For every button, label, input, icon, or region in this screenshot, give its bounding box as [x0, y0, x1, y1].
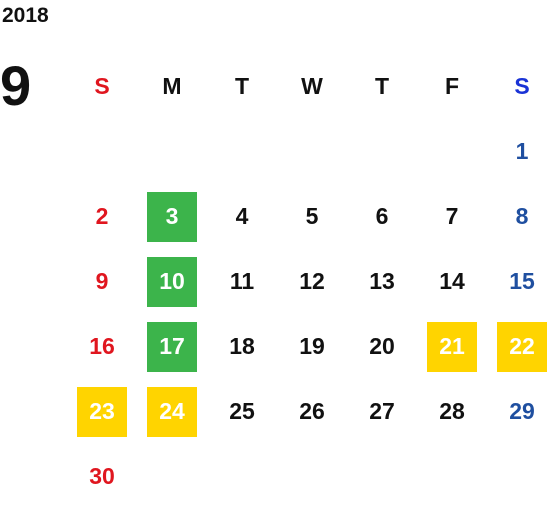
- day-number: 16: [89, 333, 115, 359]
- day-cell[interactable]: 20: [347, 314, 417, 379]
- day-number: 2: [95, 203, 109, 229]
- day-number: 14: [439, 268, 465, 294]
- day-cell[interactable]: 5: [277, 184, 347, 249]
- empty-day-cell: [347, 119, 417, 184]
- day-cell[interactable]: 8: [487, 184, 548, 249]
- day-number: 7: [445, 203, 459, 229]
- day-number: 4: [235, 203, 249, 229]
- day-number-highlighted-yellow: 23: [77, 386, 127, 437]
- empty-day-cell: [207, 119, 277, 184]
- day-cell[interactable]: 18: [207, 314, 277, 379]
- day-cell[interactable]: 16: [67, 314, 137, 379]
- day-cell[interactable]: 3: [137, 184, 207, 249]
- day-cell[interactable]: 9: [67, 249, 137, 314]
- day-cell[interactable]: 22: [487, 314, 548, 379]
- weekday-tuesday: T: [234, 73, 250, 99]
- day-number: 18: [229, 333, 255, 359]
- day-number: 8: [515, 203, 529, 229]
- day-cell[interactable]: 14: [417, 249, 487, 314]
- day-cell[interactable]: 12: [277, 249, 347, 314]
- day-number: 15: [509, 268, 535, 294]
- week-row: 9 10 11 12 13 14 15: [67, 249, 548, 314]
- day-number: 25: [229, 398, 255, 424]
- day-number-highlighted-yellow: 21: [427, 321, 477, 372]
- empty-day-cell: [137, 444, 207, 509]
- day-number: 13: [369, 268, 395, 294]
- day-cell[interactable]: 23: [67, 379, 137, 444]
- day-number-highlighted-green: 10: [147, 256, 197, 307]
- day-number: 20: [369, 333, 395, 359]
- day-cell[interactable]: 19: [277, 314, 347, 379]
- week-row: 2 3 4 5 6 7 8: [67, 184, 548, 249]
- day-cell[interactable]: 2: [67, 184, 137, 249]
- weeks-container: 1 2 3 4 5 6 7 8 9 10 11 12 13 14 15 16 17 18 19 20 21 22 23 24 2…: [67, 119, 548, 509]
- weekday-wednesday: W: [301, 73, 323, 99]
- weekday-saturday: S: [514, 73, 530, 99]
- day-number: 5: [305, 203, 319, 229]
- week-row: 23 24 25 26 27 28 29: [67, 379, 548, 444]
- week-row: 1: [67, 119, 548, 184]
- empty-day-cell: [417, 119, 487, 184]
- day-number: 11: [229, 268, 255, 294]
- weekday-friday: F: [444, 73, 460, 99]
- day-cell[interactable]: 7: [417, 184, 487, 249]
- day-cell[interactable]: 28: [417, 379, 487, 444]
- empty-day-cell: [417, 444, 487, 509]
- day-cell[interactable]: 15: [487, 249, 548, 314]
- day-cell[interactable]: 13: [347, 249, 417, 314]
- day-cell[interactable]: 21: [417, 314, 487, 379]
- day-cell[interactable]: 10: [137, 249, 207, 314]
- day-number: 28: [439, 398, 465, 424]
- day-number: 6: [375, 203, 389, 229]
- day-number: 27: [369, 398, 395, 424]
- empty-day-cell: [277, 119, 347, 184]
- weekday-thursday: T: [374, 73, 390, 99]
- weekday-monday: M: [162, 73, 182, 99]
- day-number: 29: [509, 398, 535, 424]
- month-label: 9: [0, 54, 32, 117]
- week-row: 30: [67, 444, 548, 509]
- day-cell[interactable]: 1: [487, 119, 548, 184]
- empty-day-cell: [487, 444, 548, 509]
- day-cell[interactable]: 11: [207, 249, 277, 314]
- empty-day-cell: [347, 444, 417, 509]
- empty-day-cell: [137, 119, 207, 184]
- day-cell[interactable]: 25: [207, 379, 277, 444]
- day-number: 30: [89, 463, 115, 489]
- day-number-highlighted-yellow: 22: [497, 321, 547, 372]
- year-label: 2018: [2, 4, 49, 27]
- day-number-highlighted-green: 17: [147, 321, 197, 372]
- calendar-grid: S M T W T F S 1 2 3 4 5 6 7 8 9 10 11 12 13 14 15 16 17 1…: [67, 54, 548, 509]
- empty-day-cell: [277, 444, 347, 509]
- weekday-sunday: S: [94, 73, 110, 99]
- day-cell[interactable]: 4: [207, 184, 277, 249]
- week-row: 16 17 18 19 20 21 22: [67, 314, 548, 379]
- day-cell[interactable]: 30: [67, 444, 137, 509]
- day-number: 12: [299, 268, 325, 294]
- day-number: 9: [95, 268, 109, 294]
- day-cell[interactable]: 17: [137, 314, 207, 379]
- day-cell[interactable]: 24: [137, 379, 207, 444]
- day-number: 1: [515, 138, 529, 164]
- day-cell[interactable]: 26: [277, 379, 347, 444]
- empty-day-cell: [67, 119, 137, 184]
- day-cell[interactable]: 29: [487, 379, 548, 444]
- day-number-highlighted-yellow: 24: [147, 386, 197, 437]
- day-number-highlighted-green: 3: [147, 191, 197, 242]
- weekday-header-row: S M T W T F S: [67, 54, 548, 119]
- empty-day-cell: [207, 444, 277, 509]
- day-cell[interactable]: 6: [347, 184, 417, 249]
- day-number: 26: [299, 398, 325, 424]
- day-number: 19: [299, 333, 325, 359]
- day-cell[interactable]: 27: [347, 379, 417, 444]
